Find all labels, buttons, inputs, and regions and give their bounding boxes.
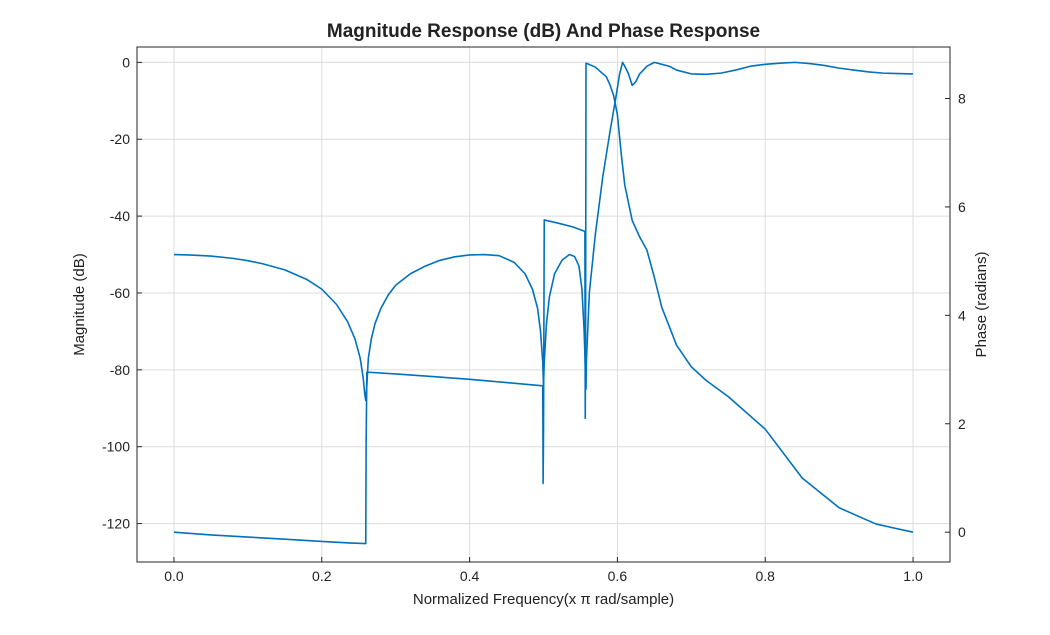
y-tick-label-left: -40 bbox=[110, 208, 130, 224]
y-axis-label-right: Phase (radians) bbox=[973, 252, 990, 358]
x-tick-label: 0.2 bbox=[312, 568, 332, 584]
plot-frame bbox=[136, 46, 951, 563]
x-tick-label: 0.8 bbox=[755, 568, 775, 584]
ticks: 0.0 0.2 0.4 0.6 0.8 1.0 0 -20 -40 -60 -80 -100 -120 0… bbox=[102, 54, 966, 584]
x-tick-label: 1.0 bbox=[903, 568, 923, 584]
y-axis-label-left: Magnitude (dB) bbox=[71, 253, 88, 356]
x-tick-label: 0.0 bbox=[164, 568, 184, 584]
y-tick-label-left: 0 bbox=[122, 54, 130, 70]
y-tick-label-left: -100 bbox=[102, 439, 130, 455]
chart-title: Magnitude Response (dB) And Phase Respon… bbox=[327, 21, 760, 42]
magnitude-series-line bbox=[173, 61, 914, 402]
y-tick-label-left: -60 bbox=[110, 285, 130, 301]
series-layer bbox=[173, 61, 914, 545]
y-tick-label-left: -20 bbox=[110, 131, 130, 147]
grid bbox=[137, 47, 950, 562]
y-tick-label-left: -120 bbox=[102, 516, 130, 532]
y-tick-label-right: 2 bbox=[958, 416, 966, 432]
y-tick-label-right: 4 bbox=[958, 307, 966, 323]
y-tick-label-left: -80 bbox=[110, 362, 130, 378]
x-tick-label: 0.4 bbox=[460, 568, 480, 584]
y-tick-label-right: 8 bbox=[958, 91, 966, 107]
y-tick-label-right: 0 bbox=[958, 524, 966, 540]
phase-series-line bbox=[173, 62, 914, 545]
y-tick-label-right: 6 bbox=[958, 199, 966, 215]
x-axis-label: Normalized Frequency(x π rad/sample) bbox=[413, 591, 674, 608]
x-tick-label: 0.6 bbox=[608, 568, 628, 584]
